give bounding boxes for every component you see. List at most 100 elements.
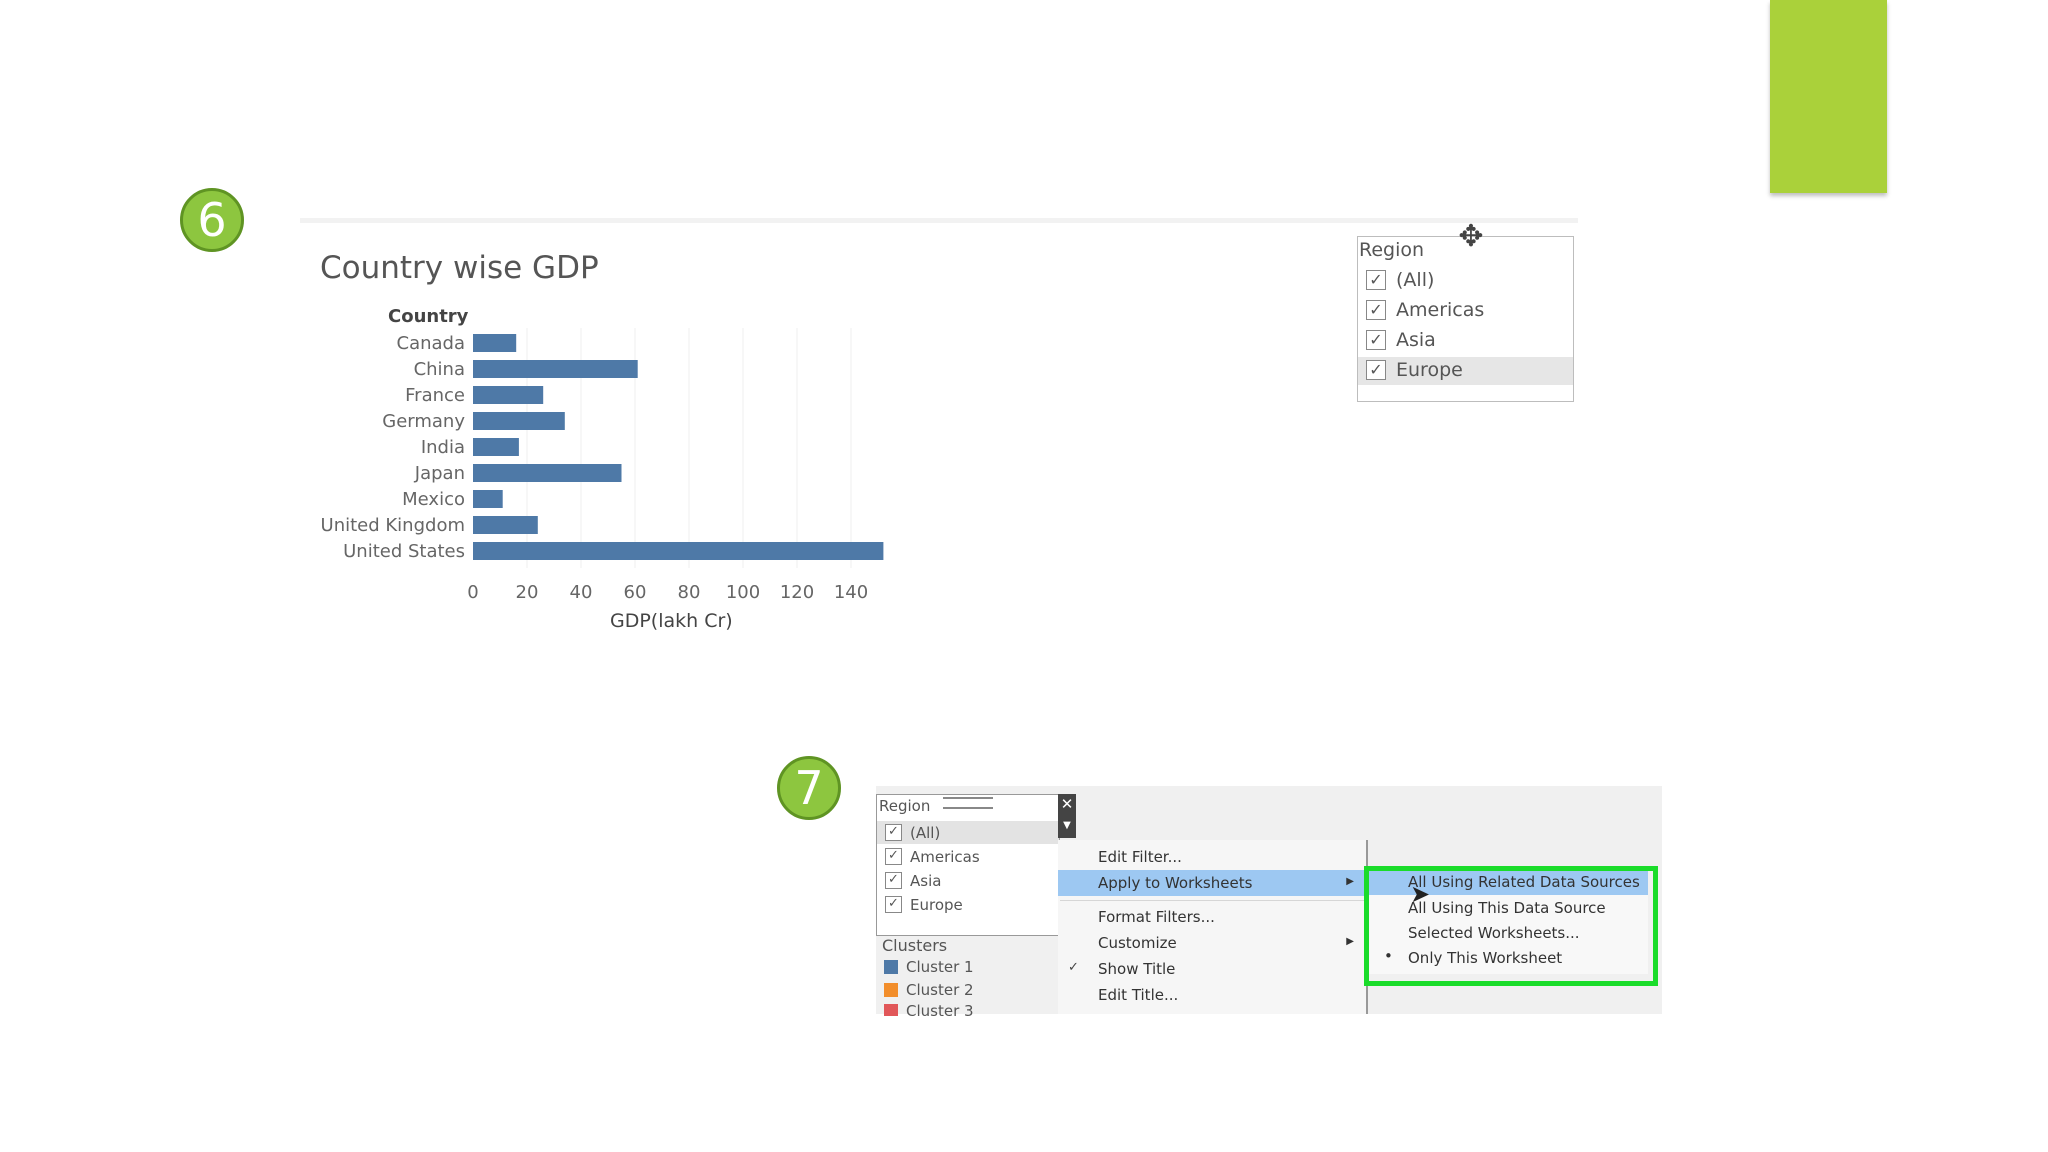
region-option-label: (All) bbox=[1396, 269, 1435, 291]
mouse-pointer-icon: ➤ bbox=[1410, 880, 1431, 908]
region-small-label: Asia bbox=[910, 872, 942, 890]
country-axis-header: Country bbox=[388, 306, 469, 327]
x-tick-label: 80 bbox=[678, 582, 701, 603]
checkbox-icon[interactable]: ✓ bbox=[1366, 300, 1386, 320]
region-option-europe[interactable]: ✓ Europe bbox=[1358, 357, 1573, 385]
checkbox-icon[interactable]: ✓ bbox=[885, 824, 902, 841]
bar[interactable] bbox=[473, 334, 517, 352]
x-tick-label: 20 bbox=[516, 582, 539, 603]
bar[interactable] bbox=[473, 490, 503, 508]
region-small-label: Americas bbox=[910, 848, 980, 866]
menu-item-label: Format Filters... bbox=[1098, 908, 1215, 926]
region-filter-small: Region ✓ (All) ✓ Americas ✓ Asia ✓ Europ… bbox=[876, 794, 1060, 936]
chart-title: Country wise GDP bbox=[320, 250, 599, 286]
filter-context-menu: Edit Filter... Apply to Worksheets ▶ For… bbox=[1058, 840, 1368, 1014]
clusters-legend-title: Clusters bbox=[882, 936, 948, 955]
menu-item-label: Edit Title... bbox=[1098, 986, 1179, 1004]
cluster-label: Cluster 3 bbox=[906, 1002, 974, 1016]
x-tick-label: 0 bbox=[467, 582, 478, 603]
x-tick-label: 140 bbox=[834, 582, 868, 603]
category-label: Japan bbox=[414, 463, 465, 484]
bar[interactable] bbox=[473, 438, 519, 456]
dropdown-arrow-icon[interactable]: ▼ bbox=[1063, 820, 1071, 831]
menu-item-label: Show Title bbox=[1098, 960, 1176, 978]
checkbox-icon[interactable]: ✓ bbox=[885, 872, 902, 889]
bar[interactable] bbox=[473, 542, 884, 560]
submenu-item-label: Only This Worksheet bbox=[1408, 949, 1563, 967]
radio-dot-icon: • bbox=[1384, 947, 1393, 965]
menu-item-label: Customize bbox=[1098, 934, 1177, 952]
filter-control-strip: ✕ ▼ bbox=[1058, 794, 1076, 838]
region-small-option-europe[interactable]: ✓ Europe bbox=[877, 893, 1059, 916]
submenu-item-label: Selected Worksheets... bbox=[1408, 924, 1580, 942]
color-swatch bbox=[884, 983, 898, 997]
accent-block bbox=[1770, 0, 1887, 193]
color-swatch bbox=[884, 960, 898, 974]
region-small-title: Region bbox=[879, 797, 931, 815]
region-filter-title: Region bbox=[1359, 239, 1425, 261]
dashboard-divider bbox=[300, 218, 1578, 223]
submenu-item-label: All Using This Data Source bbox=[1408, 899, 1606, 917]
menu-item-label: Apply to Worksheets bbox=[1098, 874, 1253, 892]
bar[interactable] bbox=[473, 516, 538, 534]
menu-item-edit-title[interactable]: Edit Title... bbox=[1058, 982, 1366, 1008]
checkbox-icon[interactable]: ✓ bbox=[1366, 360, 1386, 380]
x-tick-label: 120 bbox=[780, 582, 814, 603]
bar[interactable] bbox=[473, 360, 638, 378]
gdp-bar-chart: Canada China France Germany India Japan Mexico… bbox=[321, 328, 884, 603]
category-label: United Kingdom bbox=[321, 515, 465, 536]
category-label: China bbox=[414, 359, 465, 380]
checkbox-icon[interactable]: ✓ bbox=[885, 848, 902, 865]
menu-item-format-filters[interactable]: Format Filters... bbox=[1058, 904, 1366, 930]
category-label: India bbox=[421, 437, 465, 458]
submenu-item-label: All Using Related Data Sources bbox=[1408, 873, 1640, 891]
submenu-item-all-this-source[interactable]: All Using This Data Source bbox=[1368, 896, 1648, 921]
bar[interactable] bbox=[473, 464, 622, 482]
region-option-all[interactable]: ✓ (All) bbox=[1358, 267, 1573, 295]
x-axis-label: GDP(lakh Cr) bbox=[610, 610, 733, 632]
category-label: Mexico bbox=[402, 489, 465, 510]
x-tick-label: 100 bbox=[726, 582, 760, 603]
step-badge-6: 6 bbox=[180, 188, 244, 252]
cluster-label: Cluster 1 bbox=[906, 958, 974, 976]
checkbox-icon[interactable]: ✓ bbox=[1366, 270, 1386, 290]
menu-item-show-title[interactable]: ✓ Show Title bbox=[1058, 956, 1366, 982]
menu-separator bbox=[1060, 900, 1364, 901]
submenu-arrow-icon: ▶ bbox=[1346, 876, 1354, 887]
region-filter-card: Region ✓ (All) ✓ Americas ✓ Asia ✓ Europ… bbox=[1357, 236, 1574, 402]
submenu-item-only-this-worksheet[interactable]: • Only This Worksheet bbox=[1368, 946, 1648, 971]
checkbox-icon[interactable]: ✓ bbox=[885, 896, 902, 913]
cluster-legend-item[interactable]: Cluster 1 bbox=[884, 958, 974, 976]
region-small-option-all[interactable]: ✓ (All) bbox=[877, 821, 1059, 844]
checkmark-icon: ✓ bbox=[1068, 960, 1079, 975]
category-label: Germany bbox=[382, 411, 465, 432]
cluster-legend-item[interactable]: Cluster 3 bbox=[884, 1002, 974, 1016]
move-cursor-icon: ✥ bbox=[1458, 219, 1484, 254]
menu-item-customize[interactable]: Customize ▶ bbox=[1058, 930, 1366, 956]
cluster-label: Cluster 2 bbox=[906, 981, 974, 999]
submenu-item-selected-worksheets[interactable]: Selected Worksheets... bbox=[1368, 921, 1648, 946]
region-small-option-asia[interactable]: ✓ Asia bbox=[877, 869, 1059, 892]
region-option-label: Americas bbox=[1396, 299, 1485, 321]
close-icon[interactable]: ✕ bbox=[1060, 795, 1074, 813]
category-label: Canada bbox=[397, 333, 466, 354]
submenu-item-all-related-sources[interactable]: All Using Related Data Sources bbox=[1368, 870, 1648, 895]
region-small-option-americas[interactable]: ✓ Americas bbox=[877, 845, 1059, 868]
cluster-legend-item[interactable]: Cluster 2 bbox=[884, 981, 974, 999]
drag-grip-icon[interactable] bbox=[943, 797, 993, 809]
checkbox-icon[interactable]: ✓ bbox=[1366, 330, 1386, 350]
region-option-americas[interactable]: ✓ Americas bbox=[1358, 297, 1573, 325]
category-label: United States bbox=[343, 541, 465, 562]
bar[interactable] bbox=[473, 386, 544, 404]
menu-item-apply-to-worksheets[interactable]: Apply to Worksheets ▶ bbox=[1058, 870, 1366, 896]
menu-item-label: Edit Filter... bbox=[1098, 848, 1182, 866]
region-option-asia[interactable]: ✓ Asia bbox=[1358, 327, 1573, 355]
apply-to-worksheets-submenu: All Using Related Data Sources All Using… bbox=[1368, 870, 1648, 974]
region-small-label: Europe bbox=[910, 896, 963, 914]
color-swatch bbox=[884, 1004, 898, 1016]
menu-item-edit-filter[interactable]: Edit Filter... bbox=[1058, 844, 1366, 870]
region-option-label: Europe bbox=[1396, 359, 1463, 381]
step-badge-7: 7 bbox=[777, 756, 841, 820]
bar[interactable] bbox=[473, 412, 565, 430]
region-option-label: Asia bbox=[1396, 329, 1436, 351]
